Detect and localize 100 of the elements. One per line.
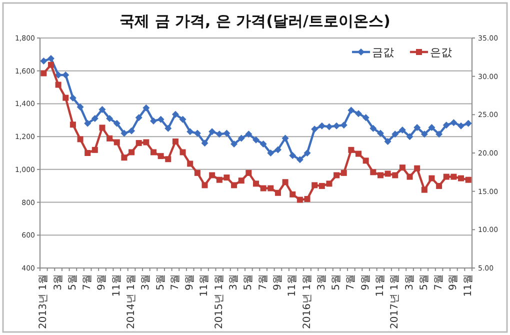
point [55, 82, 62, 88]
point [399, 164, 406, 171]
point [392, 130, 399, 138]
point [436, 130, 443, 138]
point [91, 115, 98, 122]
point [208, 128, 216, 136]
x-tick-label: 7월 [170, 274, 181, 290]
point [443, 174, 450, 180]
x-tick-label: 5월 [67, 274, 78, 290]
point [406, 133, 414, 140]
point [253, 180, 259, 187]
point [180, 149, 186, 156]
point [121, 154, 128, 161]
point [76, 104, 84, 110]
point [136, 140, 142, 146]
point [414, 124, 421, 132]
point [289, 152, 296, 159]
point [186, 128, 194, 136]
point [450, 119, 458, 126]
point [40, 70, 47, 76]
point [194, 170, 200, 176]
point [150, 149, 156, 156]
point [362, 114, 370, 122]
x-tick-label: 11월 [111, 274, 122, 297]
point [216, 176, 222, 183]
point [245, 130, 252, 138]
point [436, 182, 442, 189]
x-tick-label: 2014년 1월 [126, 274, 138, 329]
point [282, 179, 288, 186]
point [99, 124, 106, 131]
point [318, 122, 326, 130]
x-tick-label: 9월 [272, 274, 284, 290]
point [48, 62, 54, 68]
point [282, 134, 289, 142]
point [172, 138, 178, 144]
x-tick-label: 11월 [199, 274, 210, 297]
point [231, 182, 238, 188]
point [304, 196, 310, 202]
x-tick-label: 5월 [155, 274, 166, 290]
point [209, 172, 216, 178]
point [458, 122, 465, 130]
x-tick-label: 9월 [184, 274, 196, 290]
point [128, 149, 135, 156]
point [304, 150, 311, 156]
point [135, 114, 142, 122]
point [370, 124, 377, 132]
point [362, 158, 369, 164]
point [421, 186, 428, 193]
point [238, 134, 245, 142]
point [84, 120, 92, 127]
point [268, 185, 274, 192]
point [267, 150, 274, 156]
point [70, 122, 76, 128]
point [113, 120, 120, 127]
point [348, 106, 355, 114]
point [464, 120, 472, 127]
point [114, 139, 120, 146]
point [340, 122, 348, 129]
point [106, 135, 113, 142]
x-tick-label: 11월 [374, 274, 386, 297]
point [165, 156, 172, 162]
point [54, 71, 62, 78]
point [260, 185, 266, 192]
x-tick-label: 5월 [418, 274, 430, 290]
point [143, 139, 150, 146]
point [252, 136, 260, 144]
x-tick-label: 3월 [228, 274, 240, 290]
point [333, 122, 340, 130]
x-tick-label: 5월 [243, 274, 254, 290]
x-tick-label: 3월 [140, 274, 152, 290]
chart-title: 국제 금 가격, 은 가격(달러/트로이온스) [120, 12, 390, 30]
point [246, 170, 252, 176]
point [274, 190, 281, 196]
point [98, 106, 106, 113]
point [187, 160, 194, 167]
point [326, 123, 333, 130]
x-tick-label: 2013년 1월 [38, 274, 50, 329]
point [62, 71, 70, 78]
x-tick-label: 3월 [404, 274, 416, 290]
point [224, 174, 230, 181]
point [428, 124, 436, 132]
point [223, 130, 230, 137]
x-tick-label: 7월 [82, 274, 94, 290]
x-tick-label: 2017년 1월 [390, 274, 401, 329]
point [62, 94, 69, 101]
x-tick-label: 7월 [434, 274, 445, 290]
point [92, 146, 98, 153]
point [392, 172, 398, 178]
x-tick-label: 5월 [331, 274, 342, 290]
x-tick-label: 2016년 1월 [302, 274, 313, 329]
point [326, 180, 332, 187]
x-tick-label: 3월 [316, 274, 328, 290]
point [194, 130, 201, 137]
point [311, 126, 318, 133]
point [216, 130, 223, 138]
point [334, 172, 340, 178]
point [296, 156, 304, 164]
point [164, 124, 172, 132]
point [442, 122, 450, 129]
point [274, 146, 282, 154]
